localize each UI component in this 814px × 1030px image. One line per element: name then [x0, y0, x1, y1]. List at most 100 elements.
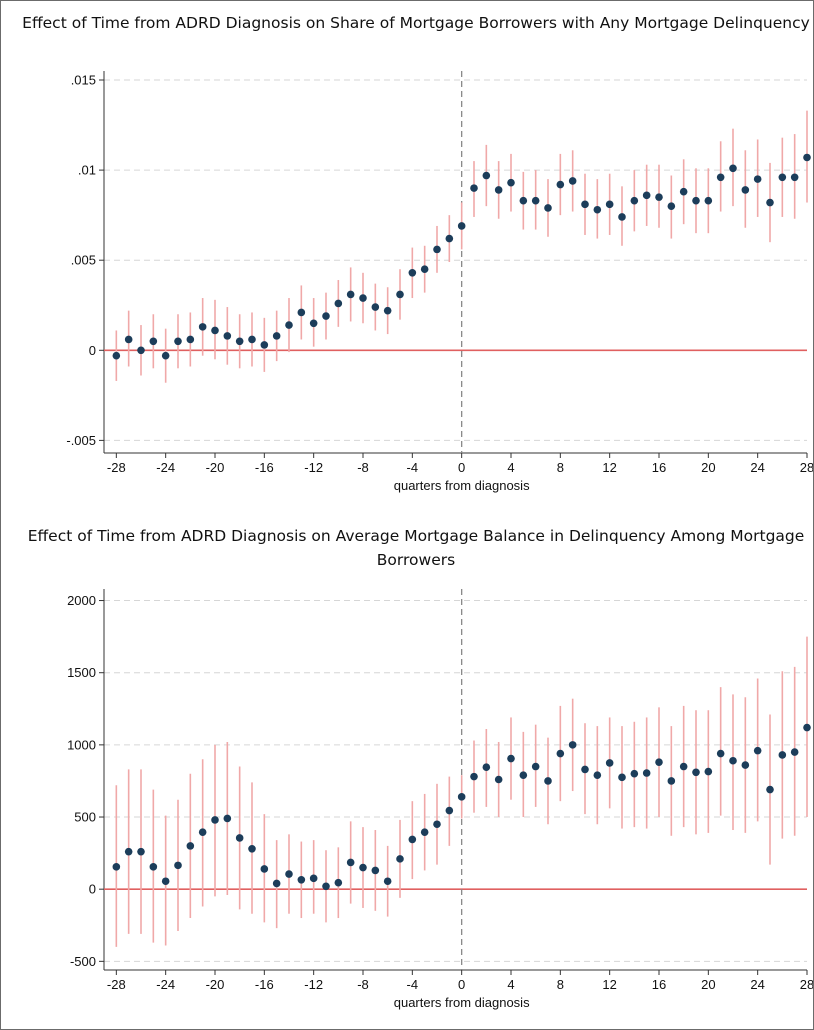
chart-1-y-tick-label: .005	[71, 253, 96, 268]
chart-2-y-tick-label: 500	[74, 810, 96, 825]
chart-1-data-point	[124, 335, 133, 344]
chart-1-data-point	[766, 198, 774, 207]
chart-2-data-point	[223, 814, 232, 823]
chart-1-data-point	[297, 308, 306, 317]
chart-2-data-point	[482, 763, 491, 772]
chart-2-data-point	[260, 865, 269, 873]
chart-1-x-tick-label: 24	[750, 460, 764, 475]
chart-1-data-point	[655, 193, 663, 201]
chart-1-data-point	[383, 306, 392, 315]
chart-1-y-tick-label: .01	[78, 163, 96, 178]
chart-2-y-tick-label: 2000	[67, 593, 96, 608]
chart-1-data-point	[679, 187, 688, 196]
chart-1-data-point	[161, 351, 170, 360]
chart-2-data-point	[396, 855, 404, 863]
chart-1-x-tick-label: -20	[206, 460, 225, 475]
chart-2-data-point	[371, 866, 380, 875]
chart-2-data-point	[408, 835, 417, 844]
chart-1-data-point	[778, 173, 787, 182]
chart-2-data-point	[729, 756, 737, 765]
chart-1-data-point	[235, 337, 244, 346]
chart-1-data-point	[692, 196, 700, 205]
chart-1-data-point	[396, 290, 404, 299]
chart-1-data-point	[753, 175, 762, 183]
chart-1-data-point	[470, 184, 478, 192]
chart-2-data-point	[494, 775, 503, 784]
chart-2-data-point	[161, 877, 170, 886]
chart-1-data-point	[618, 213, 626, 221]
chart-2-data-point	[420, 828, 429, 836]
chart-1-data-point	[445, 234, 454, 243]
chart-2-data-point	[309, 874, 318, 883]
chart-2-data-point	[741, 761, 750, 769]
chart-2-data-point	[704, 767, 713, 776]
chart-2-x-tick-label: 24	[750, 977, 764, 992]
chart-1-data-point	[482, 171, 491, 180]
chart-2-data-point	[359, 863, 367, 872]
chart-2-data-point	[593, 771, 602, 779]
chart-2-data-point	[198, 828, 207, 836]
chart-1-data-point	[309, 319, 318, 328]
chart-2-data-point	[470, 772, 478, 781]
chart-2-data-point	[297, 876, 306, 884]
chart-2-data-point	[753, 746, 762, 755]
chart-1-x-tick-label: -28	[107, 460, 126, 475]
chart-2-x-tick-label: -28	[107, 977, 126, 992]
chart-2-data-point	[778, 751, 787, 759]
chart-2-data-point	[531, 762, 540, 771]
chart-1-data-point	[137, 346, 145, 355]
chart-2-data-point	[630, 769, 639, 778]
chart-2-y-tick-label: 1500	[67, 665, 96, 680]
chart-1-x-tick-label: 16	[652, 460, 666, 475]
chart-2-data-point	[248, 844, 256, 853]
chart-1-data-point	[803, 153, 811, 162]
chart-1-x-tick-label: -8	[357, 460, 369, 475]
chart-2-data-point	[137, 847, 145, 856]
chart-2-data-point	[186, 842, 195, 850]
chart-2-data-point	[383, 877, 392, 886]
chart-1-data-point	[457, 222, 466, 230]
chart-1-data-point	[531, 196, 540, 205]
chart-1-data-point	[260, 341, 269, 349]
chart-2-data-point	[272, 879, 281, 888]
chart-1-x-tick-label: -4	[407, 460, 419, 475]
chart-1-data-point	[359, 294, 367, 302]
chart-1-y-tick-label: 0	[89, 343, 96, 358]
chart-2-y-tick-label: 1000	[67, 737, 96, 752]
chart-1-x-axis-title: quarters from diagnosis	[394, 478, 530, 493]
chart-2-x-tick-label: -12	[304, 977, 323, 992]
chart-1-data-point	[322, 312, 330, 320]
chart-2-x-tick-label: -16	[255, 977, 274, 992]
chart-1-data-point	[729, 164, 737, 173]
chart-1-title: Effect of Time from ADRD Diagnosis on Sh…	[22, 14, 810, 32]
chart-1-data-point	[272, 332, 281, 340]
chart-1-data-point	[223, 332, 232, 340]
chart-1-data-point	[544, 204, 552, 212]
chart-2-data-point	[642, 769, 651, 777]
chart-2-data-point	[667, 777, 676, 785]
chart-1-data-point	[605, 200, 614, 209]
chart-1-x-tick-label: 20	[701, 460, 715, 475]
chart-1-data-point	[556, 180, 565, 189]
chart-1-data-point	[642, 191, 651, 200]
chart-2-x-tick-label: -24	[156, 977, 175, 992]
chart-1-data-point	[334, 299, 343, 308]
chart-1-data-point	[716, 173, 725, 182]
chart-1-data-point	[174, 337, 182, 346]
chart-1-data-point	[568, 177, 577, 185]
chart-1-data-point	[408, 269, 417, 277]
chart-2-x-tick-label: 8	[557, 977, 564, 992]
chart-1-data-point	[519, 196, 528, 205]
chart-1-x-tick-label: 4	[507, 460, 514, 475]
chart-2-data-point	[507, 754, 515, 763]
chart-2-x-tick-label: 28	[800, 977, 814, 992]
chart-2-data-point	[716, 749, 725, 758]
chart-2-data-point	[124, 847, 133, 856]
chart-2-x-tick-label: 12	[602, 977, 616, 992]
chart-2-x-tick-label: 16	[652, 977, 666, 992]
chart-1-data-point	[285, 321, 293, 329]
chart-2-data-point	[790, 748, 799, 756]
chart-2-x-tick-label: -20	[206, 977, 225, 992]
chart-2-data-point	[605, 759, 614, 767]
